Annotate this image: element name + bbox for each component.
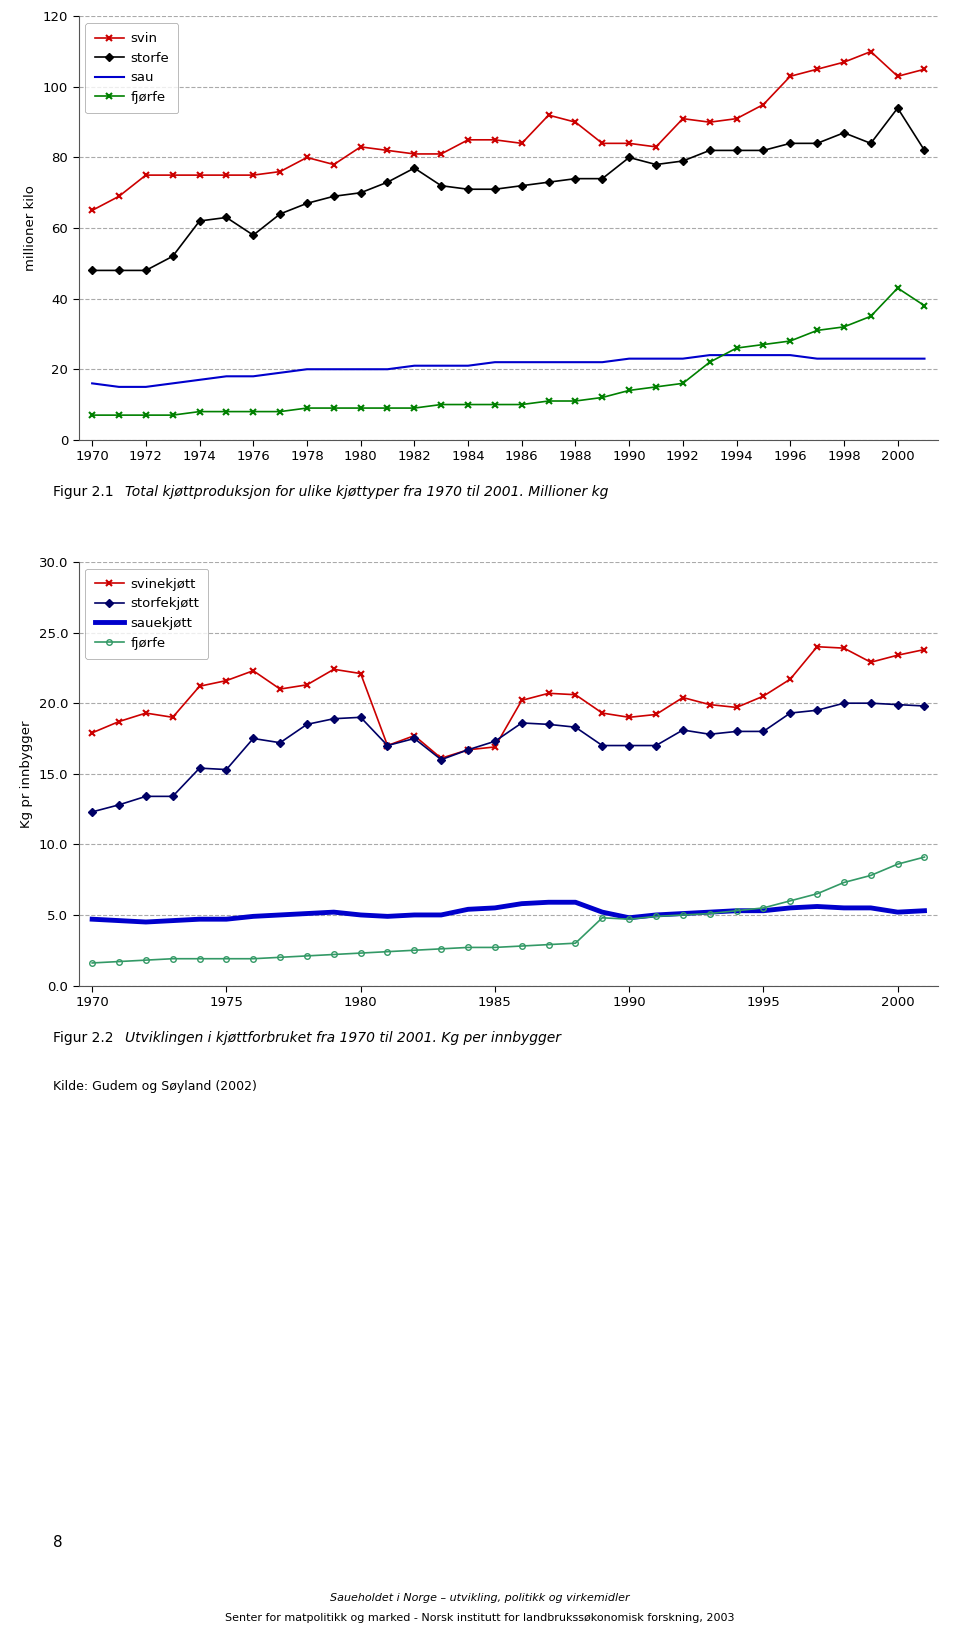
Legend: svinekjøtt, storfekjøtt, sauekjøtt, fjørfe: svinekjøtt, storfekjøtt, sauekjøtt, fjør… bbox=[85, 569, 208, 658]
Text: Figur 2.2: Figur 2.2 bbox=[53, 1031, 113, 1046]
Text: Figur 2.1: Figur 2.1 bbox=[53, 485, 113, 500]
Text: Utviklingen i kjøttforbruket fra 1970 til 2001. Kg per innbygger: Utviklingen i kjøttforbruket fra 1970 ti… bbox=[125, 1031, 561, 1046]
Text: Saueholdet i Norge – utvikling, politikk og virkemidler: Saueholdet i Norge – utvikling, politikk… bbox=[330, 1593, 630, 1603]
Text: Kilde: Gudem og Søyland (2002): Kilde: Gudem og Søyland (2002) bbox=[53, 1080, 256, 1093]
Text: Senter for matpolitikk og marked - Norsk institutt for landbrukssøkonomisk forsk: Senter for matpolitikk og marked - Norsk… bbox=[226, 1613, 734, 1622]
Y-axis label: millioner kilo: millioner kilo bbox=[24, 186, 37, 270]
Y-axis label: Kg pr innbygger: Kg pr innbygger bbox=[20, 720, 34, 828]
Text: 8: 8 bbox=[53, 1535, 62, 1549]
Legend: svin, storfe, sau, fjørfe: svin, storfe, sau, fjørfe bbox=[85, 23, 179, 112]
Text: Total kjøttproduksjon for ulike kjøttyper fra 1970 til 2001. Millioner kg: Total kjøttproduksjon for ulike kjøttype… bbox=[125, 485, 609, 500]
